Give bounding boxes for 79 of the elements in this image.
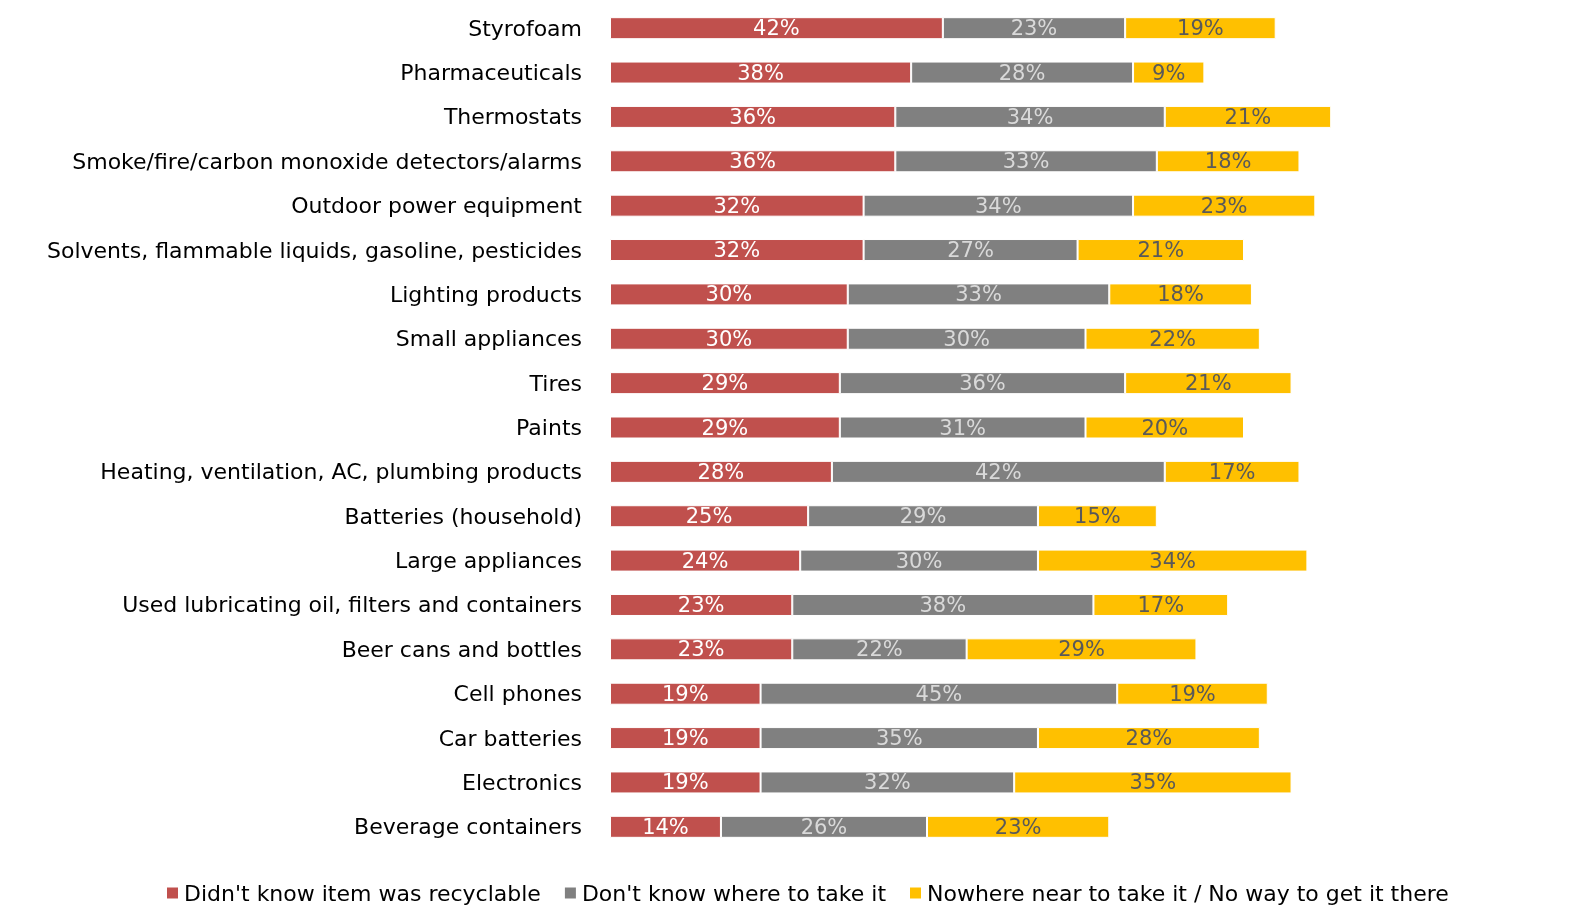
y-tick-label: Smoke/fire/carbon monoxide detectors/alarms bbox=[72, 148, 582, 174]
data-label: 19% bbox=[661, 681, 709, 706]
data-label: 32% bbox=[713, 238, 761, 263]
data-label: 23% bbox=[994, 814, 1042, 839]
data-label: 14% bbox=[642, 814, 689, 839]
data-label: 20% bbox=[1141, 415, 1189, 440]
data-label: 24% bbox=[681, 548, 729, 573]
data-label: 38% bbox=[737, 60, 784, 85]
y-tick-label: Beer cans and bottles bbox=[341, 636, 582, 662]
data-label: 23% bbox=[1010, 16, 1058, 41]
data-label: 29% bbox=[899, 504, 947, 529]
data-label: 32% bbox=[864, 770, 911, 795]
legend-label: Didn't know item was recyclable bbox=[184, 880, 541, 906]
data-label: 35% bbox=[1129, 770, 1177, 795]
y-tick-label: Styrofoam bbox=[468, 15, 582, 41]
data-label: 27% bbox=[947, 238, 994, 263]
data-label: 30% bbox=[943, 326, 990, 351]
data-label: 17% bbox=[1208, 459, 1256, 484]
data-label: 23% bbox=[677, 592, 725, 617]
data-label: 17% bbox=[1137, 592, 1185, 617]
data-label: 25% bbox=[685, 504, 733, 529]
data-label: 18% bbox=[1157, 282, 1204, 307]
data-label: 34% bbox=[1006, 104, 1054, 129]
data-label: 23% bbox=[677, 637, 725, 662]
data-label: 42% bbox=[753, 16, 800, 41]
legend-label: Nowhere near to take it / No way to get it there bbox=[927, 880, 1449, 906]
y-tick-label: Solvents, flammable liquids, gasoline, pesticides bbox=[47, 237, 582, 263]
data-label: 34% bbox=[1149, 548, 1197, 573]
data-label: 29% bbox=[701, 371, 749, 396]
legend-label: Don't know where to take it bbox=[581, 880, 887, 906]
data-label: 19% bbox=[1169, 681, 1216, 706]
data-label: 18% bbox=[1204, 149, 1252, 174]
data-label: 21% bbox=[1137, 238, 1185, 263]
y-tick-label: Outdoor power equipment bbox=[291, 193, 583, 219]
y-tick-label: Large appliances bbox=[394, 548, 582, 574]
y-tick-label: Cell phones bbox=[453, 681, 582, 707]
y-tick-label: Thermostats bbox=[442, 104, 582, 130]
data-label: 33% bbox=[955, 282, 1002, 307]
data-label: 22% bbox=[1149, 326, 1197, 351]
data-label: 26% bbox=[800, 814, 848, 839]
y-tick-label: Heating, ventilation, AC, plumbing products bbox=[100, 459, 582, 485]
data-label: 36% bbox=[729, 149, 776, 174]
data-label: 31% bbox=[939, 415, 987, 440]
data-label: 19% bbox=[661, 726, 709, 751]
data-label: 32% bbox=[713, 193, 761, 218]
data-label: 34% bbox=[974, 193, 1022, 218]
data-label: 19% bbox=[661, 770, 709, 795]
data-label: 15% bbox=[1074, 504, 1121, 529]
data-label: 30% bbox=[705, 282, 753, 307]
y-tick-label: Lighting products bbox=[390, 281, 582, 307]
data-label: 21% bbox=[1184, 371, 1232, 396]
data-label: 19% bbox=[1177, 16, 1224, 41]
data-label: 29% bbox=[1058, 637, 1105, 662]
data-label: 21% bbox=[1224, 104, 1272, 129]
data-label: 35% bbox=[875, 726, 923, 751]
data-label: 28% bbox=[998, 60, 1046, 85]
data-label: 29% bbox=[701, 415, 749, 440]
y-tick-label: Tires bbox=[528, 370, 582, 396]
data-label: 23% bbox=[1200, 193, 1248, 218]
data-label: 45% bbox=[915, 681, 963, 706]
data-label: 38% bbox=[919, 592, 967, 617]
data-label: 33% bbox=[1002, 149, 1050, 174]
data-label: 30% bbox=[705, 326, 753, 351]
y-tick-label: Pharmaceuticals bbox=[400, 60, 582, 86]
data-label: 42% bbox=[974, 459, 1022, 484]
y-tick-label: Used lubricating oil, filters and containers bbox=[122, 592, 582, 618]
y-tick-label: Beverage containers bbox=[354, 814, 582, 840]
y-tick-label: Batteries (household) bbox=[344, 503, 582, 529]
data-label: 36% bbox=[729, 104, 776, 129]
data-label: 30% bbox=[895, 548, 943, 573]
data-label: 28% bbox=[697, 459, 745, 484]
data-label: 9% bbox=[1152, 60, 1186, 85]
data-label: 28% bbox=[1125, 726, 1173, 751]
y-tick-label: Car batteries bbox=[438, 725, 582, 751]
y-tick-label: Paints bbox=[516, 415, 582, 440]
y-tick-label: Electronics bbox=[462, 769, 582, 795]
data-label: 36% bbox=[959, 371, 1006, 396]
y-tick-label: Small appliances bbox=[395, 326, 582, 352]
data-label: 22% bbox=[856, 637, 903, 662]
